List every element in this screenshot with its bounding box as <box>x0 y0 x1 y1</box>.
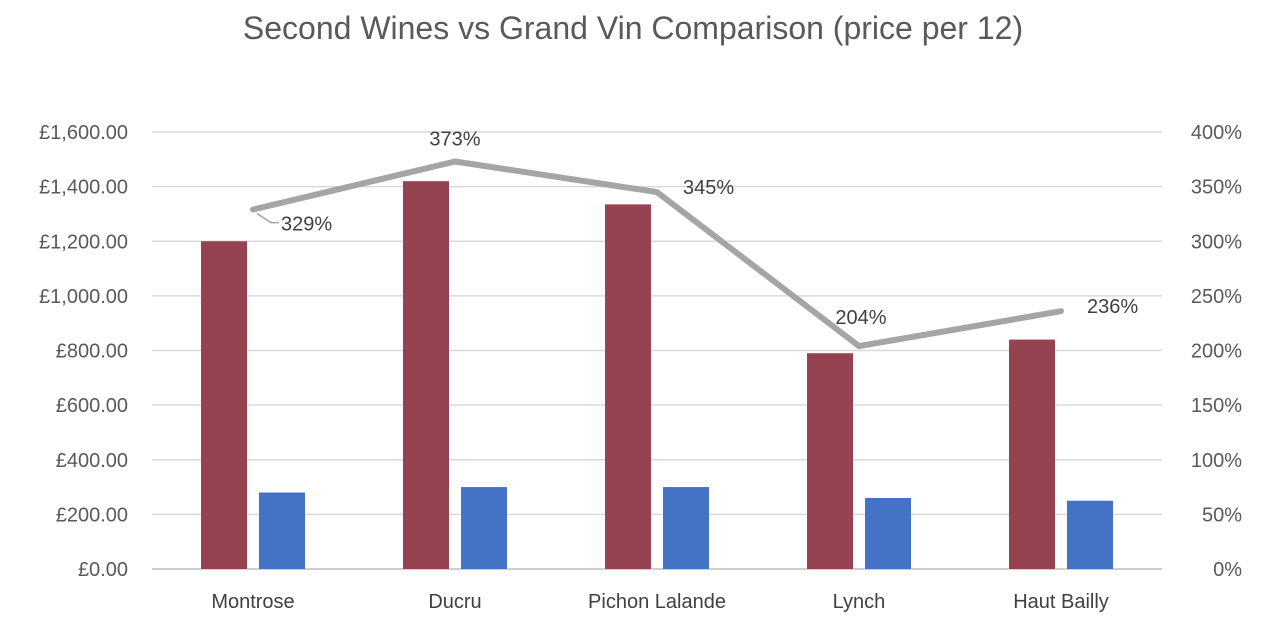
bar <box>865 497 911 569</box>
bar <box>461 487 507 569</box>
bar <box>1067 500 1113 569</box>
x-tick-label: Haut Bailly <box>1013 591 1109 613</box>
bar <box>663 487 709 569</box>
y-left-tick-label: £1,200.00 <box>39 231 128 253</box>
bar <box>201 241 247 569</box>
bar <box>1009 339 1055 569</box>
y-right-tick-label: 0% <box>1213 559 1242 581</box>
y-left-tick-label: £200.00 <box>56 504 128 526</box>
bar <box>807 353 853 569</box>
y-right-tick-label: 100% <box>1191 450 1242 472</box>
bar <box>403 181 449 569</box>
data-label: 329% <box>281 214 332 236</box>
y-right-tick-label: 400% <box>1191 122 1242 144</box>
y-left-tick-label: £1,000.00 <box>39 286 128 308</box>
x-tick-label: Pichon Lalande <box>588 591 726 613</box>
y-left-tick-label: £1,600.00 <box>39 122 128 144</box>
y-right-tick-label: 350% <box>1191 177 1242 199</box>
y-right-tick-label: 250% <box>1191 286 1242 308</box>
x-tick-label: Montrose <box>211 591 294 613</box>
x-tick-label: Ducru <box>428 591 481 613</box>
bar <box>605 204 651 570</box>
data-label: 373% <box>429 128 480 150</box>
line-series <box>250 158 1064 350</box>
y-right-tick-label: 300% <box>1191 231 1242 253</box>
y-left-tick-label: £400.00 <box>56 450 128 472</box>
y-left-tick-label: £800.00 <box>56 341 128 363</box>
data-label: 204% <box>835 307 886 329</box>
y-right-tick-label: 150% <box>1191 395 1242 417</box>
x-tick-label: Lynch <box>833 591 886 613</box>
y-left-tick-label: £1,400.00 <box>39 177 128 199</box>
data-label: 236% <box>1087 296 1138 318</box>
label-leader-line <box>256 212 279 224</box>
y-left-tick-label: £600.00 <box>56 395 128 417</box>
y-right-tick-label: 200% <box>1191 341 1242 363</box>
y-left-tick-label: £0.00 <box>78 559 128 581</box>
chart-title: Second Wines vs Grand Vin Comparison (pr… <box>242 10 1024 46</box>
y-right-tick-label: 50% <box>1202 504 1242 526</box>
data-label: 345% <box>683 177 734 199</box>
bar <box>259 492 305 569</box>
